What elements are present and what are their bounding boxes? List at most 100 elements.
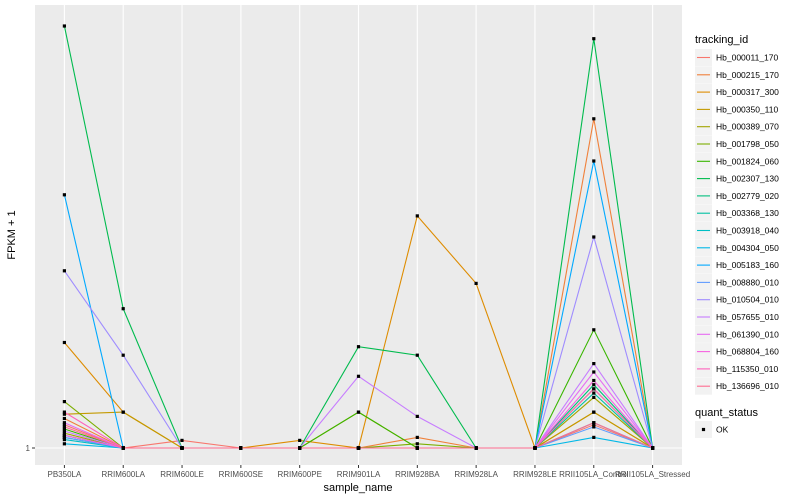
data-point xyxy=(62,410,66,414)
x-tick-label: RRIM928BA xyxy=(395,470,440,479)
data-point xyxy=(356,374,361,378)
shape-legend-title: quant_status xyxy=(695,407,758,419)
x-tick-label: RRIM600PE xyxy=(277,470,321,479)
data-point xyxy=(62,416,66,421)
legend-label: Hb_001824_060 xyxy=(716,156,779,166)
data-point xyxy=(592,117,596,121)
data-point xyxy=(239,446,243,450)
data-point xyxy=(415,353,419,357)
x-tick-label: RRIM600SE xyxy=(219,470,263,479)
legend-label: Hb_000350_110 xyxy=(716,104,779,114)
data-point xyxy=(651,446,655,450)
data-point xyxy=(415,442,419,446)
data-point xyxy=(356,410,361,414)
data-point xyxy=(62,427,66,431)
data-point xyxy=(62,340,66,345)
legend-items: Hb_000011_170 Hb_000215_170 Hb_000317_300 H… xyxy=(695,49,779,395)
data-point xyxy=(121,410,125,414)
legend-label: Hb_000215_170 xyxy=(716,70,779,80)
legend-label: Hb_061390_010 xyxy=(716,329,779,339)
shape-legend-items: OK xyxy=(695,421,729,438)
data-point xyxy=(62,400,66,404)
data-point xyxy=(62,269,66,273)
data-point xyxy=(62,431,66,435)
legend-label: Hb_003918_040 xyxy=(716,226,779,236)
y-axis: 1 xyxy=(26,444,35,453)
legend-label: Hb_003368_130 xyxy=(716,208,779,218)
data-point xyxy=(62,438,66,442)
x-axis-title: sample_name xyxy=(323,482,392,494)
data-point xyxy=(62,442,66,446)
data-point xyxy=(592,435,596,439)
data-point xyxy=(62,421,66,425)
data-point xyxy=(180,446,184,450)
data-point xyxy=(62,24,66,28)
data-points xyxy=(62,24,655,450)
legend-label: Hb_068804_160 xyxy=(716,347,779,357)
legend-label: Hb_002307_130 xyxy=(716,174,779,184)
legend-label: Hb_004304_050 xyxy=(716,243,779,253)
data-point xyxy=(356,446,361,450)
legend-label: Hb_136696_010 xyxy=(716,381,779,391)
data-point xyxy=(298,446,302,450)
data-point xyxy=(62,429,66,433)
y-axis-title: FPKM + 1 xyxy=(6,210,18,259)
data-point xyxy=(592,395,596,399)
data-point xyxy=(62,412,66,416)
legend-label: Hb_008880_010 xyxy=(716,277,779,287)
legend-label: Hb_000317_300 xyxy=(716,87,779,97)
x-tick-label: RRIM600LE xyxy=(160,470,204,479)
x-axis: PB350LA RRIM600LA RRIM600LE RRIM600SE RRIM60… xyxy=(48,465,690,479)
data-point xyxy=(592,387,596,391)
data-point xyxy=(415,414,419,418)
legend-title: tracking_id xyxy=(695,34,748,46)
legend: tracking_id Hb_000011_170Hb_000215_170Hb… xyxy=(695,34,779,438)
data-point xyxy=(180,438,184,442)
legend-label: Hb_000011_170 xyxy=(716,53,779,63)
data-point xyxy=(415,446,419,450)
data-point xyxy=(592,383,596,387)
y-tick-label: 1 xyxy=(26,444,31,453)
x-tick-label: RRIM901LA xyxy=(337,470,381,479)
data-point xyxy=(121,353,125,357)
data-point xyxy=(121,446,125,450)
x-tick-label: RRIM928LA xyxy=(454,470,498,479)
shape-legend-label: OK xyxy=(716,425,729,435)
data-point xyxy=(415,214,419,218)
x-tick-label: RRII105LA_Stressed xyxy=(615,470,690,479)
legend-label: Hb_002779_020 xyxy=(716,191,779,201)
data-point xyxy=(592,423,596,427)
x-tick-label: RRIM928LE xyxy=(513,470,557,479)
data-point xyxy=(592,37,596,41)
x-tick-label: RRII105LA_Control xyxy=(559,470,629,479)
data-point xyxy=(62,425,66,429)
data-point xyxy=(592,410,596,414)
data-point xyxy=(62,435,66,439)
legend-label: Hb_115350_010 xyxy=(716,364,779,374)
shape-legend-swatch xyxy=(701,427,706,432)
data-point xyxy=(121,307,125,311)
legend-label: Hb_057655_010 xyxy=(716,312,779,322)
legend-label: Hb_001798_050 xyxy=(716,139,779,149)
x-tick-label: PB350LA xyxy=(48,470,82,479)
data-point xyxy=(474,281,478,285)
data-point xyxy=(592,391,596,395)
data-point xyxy=(592,370,596,374)
data-point xyxy=(356,345,361,349)
data-point xyxy=(592,235,596,239)
data-point xyxy=(592,378,596,383)
x-tick-label: RRIM600LA xyxy=(101,470,145,479)
data-point xyxy=(415,435,419,439)
data-point xyxy=(592,362,596,366)
data-point xyxy=(592,425,596,429)
data-point xyxy=(592,328,596,332)
data-point xyxy=(474,446,478,450)
data-point xyxy=(298,438,302,442)
data-point xyxy=(592,159,596,163)
legend-label: Hb_005183_160 xyxy=(716,260,779,270)
data-point xyxy=(62,193,66,197)
data-point xyxy=(533,446,537,450)
data-point xyxy=(592,421,596,425)
legend-label: Hb_010504_010 xyxy=(716,295,779,305)
